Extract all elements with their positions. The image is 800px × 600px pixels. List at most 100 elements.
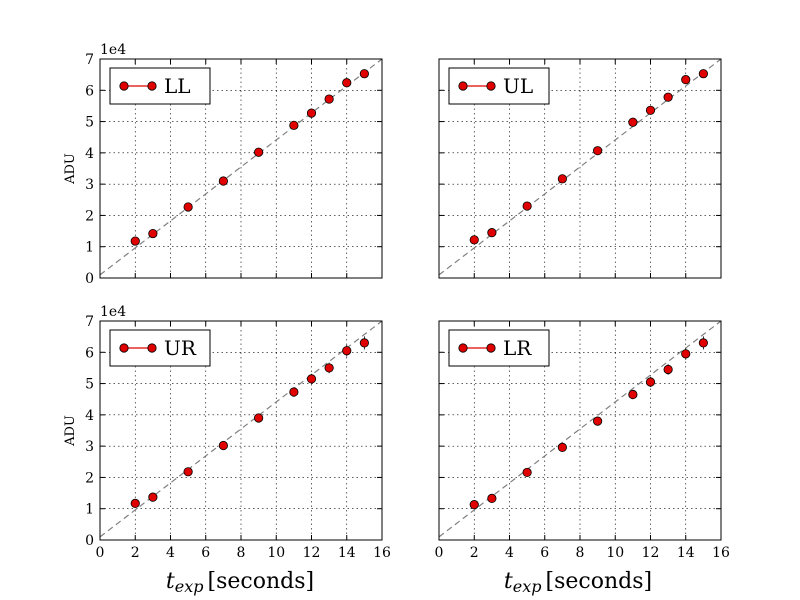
ur-data-point [130,498,140,508]
ll-y-tick-label: 1 [85,240,94,256]
ur-x-tick-label: 0 [96,545,105,561]
ll-data-point [324,94,334,104]
lr-x-tick-label: 6 [540,545,549,561]
ur-y-axis-label: ADU [63,415,78,447]
ur-y-tick-label: 6 [85,345,94,361]
ur-legend-marker [119,343,129,353]
lr-x-tick-label: 8 [576,545,585,561]
ll-y-tick-label: 7 [85,52,94,68]
ur-x-tick-label: 4 [166,545,175,561]
ur-x-tick-label: 6 [201,545,210,561]
ur-y-tick-label: 0 [85,533,94,549]
ll-legend: LL [109,67,211,105]
ur-y-tick-label: 7 [85,314,94,330]
ll-legend-marker [119,81,129,91]
ur-y-tick-label: 5 [85,377,94,393]
lr-fit-line [438,320,722,538]
ul-data-point [628,117,638,127]
ll-y-tick-label: 0 [85,271,94,287]
ur-data-point [342,346,352,356]
ur-data-point [306,374,317,384]
ur-data-point [359,338,369,348]
ur-x-tick-label: 14 [338,545,356,561]
lr-ticks [438,320,722,541]
lr-data-point [628,389,638,400]
panel-lr: 0 2 4 6 8 10 12 14 16 LR [435,320,730,561]
lr-legend-marker [458,343,468,353]
ur-legend-marker [147,343,157,353]
lr-x-tick-label: 14 [677,545,695,561]
ll-data-point [254,147,264,157]
lr-data-point [557,442,567,452]
ll-y-tick-label: 4 [85,146,94,162]
panel-ul: UL [438,58,722,279]
ul-data-point [487,228,497,238]
panel-ll: 0 1 2 3 4 5 6 7 1e4 ADU LL [63,42,383,287]
ul-data-point [469,235,479,245]
lr-data-point [698,338,708,348]
lr-data-point [663,364,673,375]
ur-x-tick-label: 10 [267,545,285,561]
lr-data-point [593,416,603,426]
lr-data-point [469,500,479,510]
ur-data-point [183,467,193,477]
ur-y-tick-label: 1 [85,502,94,518]
ll-y-tick-label: 2 [85,208,94,224]
ul-ticks [438,58,722,279]
lr-legend: LR [448,329,550,367]
ll-y-multiplier: 1e4 [100,42,126,58]
ur-x-tick-label: 12 [303,545,321,561]
ul-legend-label: UL [503,74,533,98]
ll-data-point [289,120,299,130]
ll-ticks [99,58,383,279]
ul-grid [439,59,721,278]
lr-x-tick-label: 0 [435,545,444,561]
lr-legend-marker [486,343,496,353]
ll-data-point [183,202,193,212]
ll-fit-line [99,58,383,276]
ul-data-point [663,92,673,102]
ll-data-series [130,69,369,246]
lr-x-tick-label: 10 [606,545,624,561]
ul-legend-marker [458,81,468,91]
ur-x-tick-label: 8 [237,545,246,561]
ur-ticks [99,320,383,541]
ur-data-point [218,440,228,451]
ur-y-multiplier: 1e4 [100,304,126,320]
ur-data-point [324,363,334,373]
ur-legend-label: UR [164,336,197,360]
ll-y-tick-label: 3 [85,177,94,193]
ul-data-point [698,69,708,79]
lr-data-point [522,467,532,478]
ul-data-point [645,105,656,115]
ur-x-tick-label: 2 [131,545,140,561]
lr-data-point [645,377,656,387]
ul-legend-box [448,67,550,105]
ll-y-axis-label: ADU [63,153,78,185]
ur-fit-line [99,320,383,538]
lr-x-tick-label: 2 [470,545,479,561]
ul-data-point [593,146,603,156]
ul-legend-marker [486,81,496,91]
lr-x-tick-label: 12 [642,545,660,561]
ul-data-series [469,69,708,245]
ll-legend-marker [147,81,157,91]
ur-y-tick-label: 4 [85,408,94,424]
ll-y-tick-label: 5 [85,115,94,131]
ur-data-point [254,413,264,423]
lr-legend-label: LR [503,336,532,360]
ur-data-series [130,336,369,508]
ll-data-point [359,69,369,79]
ul-data-point [557,174,567,184]
ll-data-point [148,228,158,239]
ur-x-tick-label: 16 [373,545,391,561]
ul-data-point [522,201,532,211]
ll-legend-label: LL [164,74,191,98]
lr-data-series [469,336,708,510]
x-axis-label-left: texp [seconds] [166,569,314,596]
ur-data-point [148,492,158,502]
x-axis-label-right: texp [seconds] [504,569,652,596]
ur-legend: UR [109,329,211,367]
